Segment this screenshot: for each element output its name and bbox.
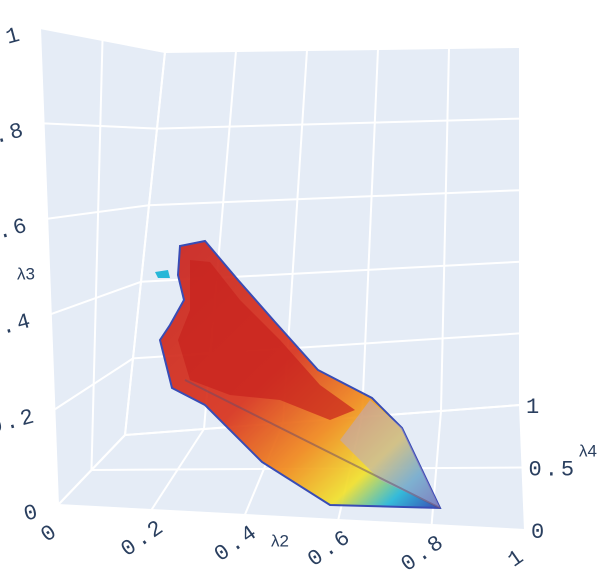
grid-line [90, 39, 104, 471]
y-tick-label: 0.2 [0, 404, 40, 441]
z-axis-title: λ4 [579, 441, 597, 460]
grid-line [124, 51, 166, 436]
x-axis-title: λ2 [271, 531, 289, 550]
grid-line [440, 47, 450, 412]
y-tick-label: 0.4 [0, 308, 36, 345]
y-axis-title: λ3 [17, 264, 35, 283]
z-tick-label: 0 [531, 520, 547, 545]
y-tick-label: 0.6 [0, 213, 33, 250]
surface [155, 239, 442, 510]
grid-line [148, 189, 521, 207]
x-tick-label: 0.2 [117, 514, 171, 562]
y-tick-label: 0.8 [0, 118, 29, 155]
grid-line [156, 117, 521, 130]
z-tick-label: 0.5 [529, 457, 578, 482]
grid-line [361, 48, 379, 418]
y-tick-label: 0 [21, 499, 43, 527]
x-tick-label: 1 [503, 543, 531, 573]
grid-line [164, 46, 521, 53]
z-tick-label: 1 [526, 395, 542, 420]
y-tick-label: 1 [3, 22, 25, 50]
x-tick-label: 0.4 [210, 519, 264, 567]
x-tick-label: 0.8 [397, 529, 451, 577]
grid-line [39, 27, 59, 506]
grid-line [57, 504, 526, 531]
left-pane [40, 28, 165, 505]
x-tick-label: 0.6 [303, 524, 357, 572]
